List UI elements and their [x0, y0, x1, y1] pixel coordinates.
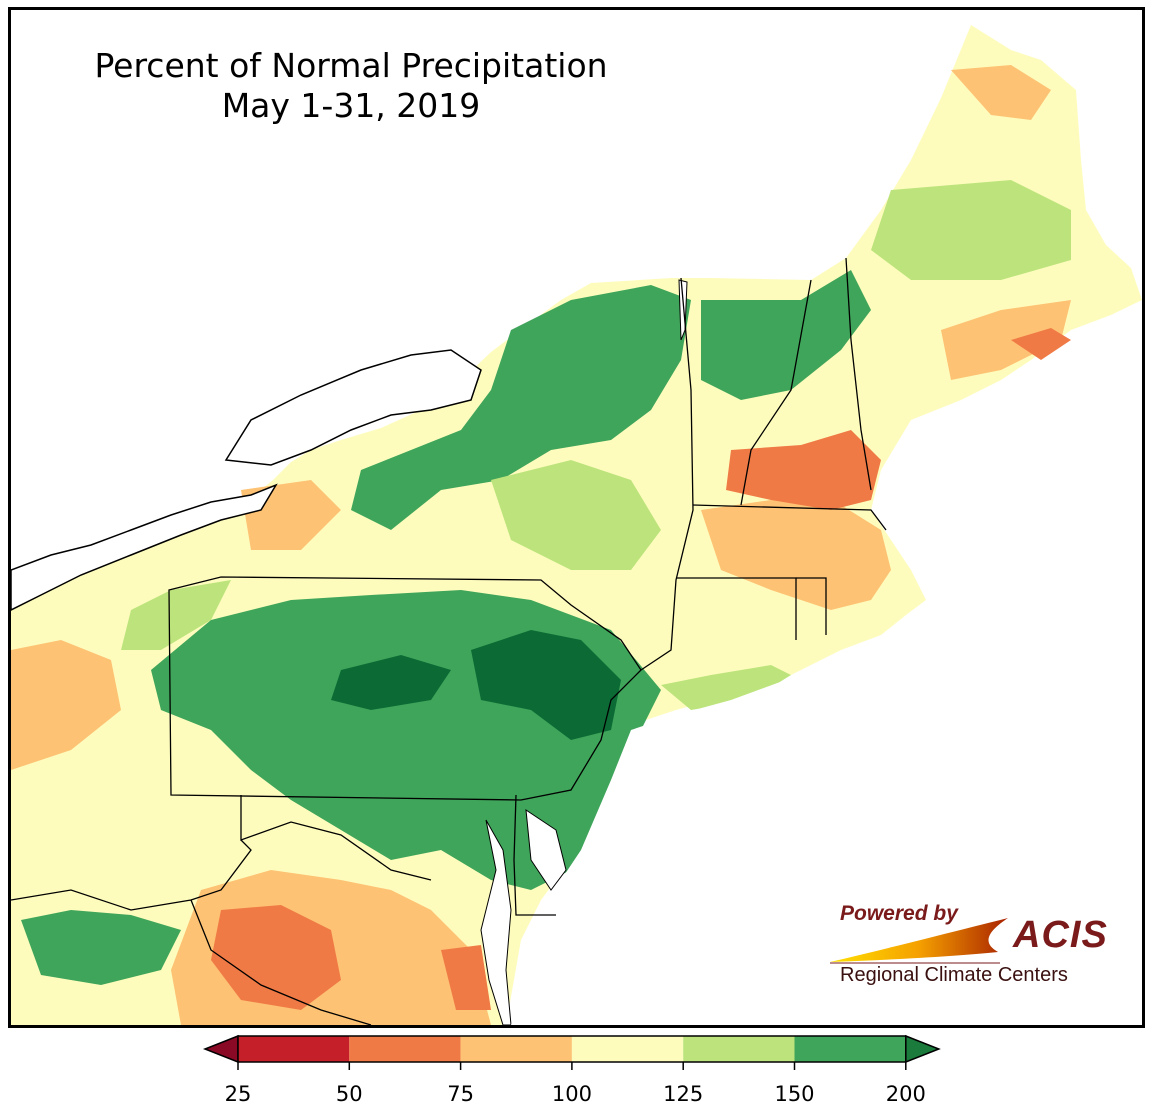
- legend-bin-75-100: [460, 1036, 572, 1062]
- rhode-island-border: [796, 577, 827, 635]
- legend-colorbar: [202, 1034, 941, 1070]
- dry-region-maine-coast: [941, 300, 1071, 380]
- logo-swoosh-icon: [830, 918, 1008, 964]
- moist-region-maine-north: [871, 180, 1071, 280]
- wet-region-virginia: [21, 910, 181, 985]
- water-bodies: [11, 279, 1142, 1025]
- legend-tick-label-25: 25: [224, 1082, 252, 1106]
- logo-acis-text: ACIS: [1013, 914, 1108, 956]
- logo-powered-by: Powered by: [840, 902, 958, 925]
- legend-tick-label-125: 125: [663, 1082, 704, 1106]
- legend-bin-125-150: [683, 1036, 795, 1062]
- legend-over-arrow: [905, 1034, 941, 1064]
- dry-region-massachusetts: [701, 500, 891, 610]
- maine-nh-border: [845, 257, 872, 491]
- virginia-border: [190, 899, 372, 1025]
- moist-region-longisland: [661, 665, 791, 710]
- atlantic-ocean: [511, 310, 1142, 1025]
- dry-region-maine-north: [951, 65, 1051, 120]
- dry-areas: [11, 65, 1071, 1025]
- moist-region-mid: [491, 460, 661, 570]
- legend-tick-label-150: 150: [774, 1082, 815, 1106]
- state-borders: [11, 257, 887, 1025]
- legend-bin-25-50: [238, 1036, 350, 1062]
- legend-tick-label-75: 75: [447, 1082, 474, 1106]
- lake-erie: [11, 483, 278, 611]
- maryland-border: [240, 795, 432, 881]
- title-line-2: May 1-31, 2019: [221, 86, 481, 125]
- chesapeake-bay: [480, 819, 512, 1025]
- logo-regional-climate-centers: Regional Climate Centers: [840, 964, 1068, 986]
- wet-region-newyork: [351, 285, 691, 530]
- legend-under-arrow: [202, 1034, 239, 1064]
- wet-region-vermont-nh: [701, 270, 871, 400]
- legend-tick-label-200: 200: [885, 1082, 926, 1106]
- acis-logo: Powered by ACIS Regional Climate Centers: [825, 900, 1115, 995]
- pennsylvania-border: [168, 576, 642, 801]
- very-dry-region-nh: [726, 430, 881, 510]
- legend-tick-label-100: 100: [551, 1082, 592, 1106]
- lake-ontario: [224, 349, 482, 466]
- legend-bin-50-75: [349, 1036, 461, 1062]
- very-dry-region-delmarva: [441, 945, 491, 1010]
- vermont-nh-border: [740, 279, 812, 506]
- title-line-1: Percent of Normal Precipitation: [94, 46, 608, 85]
- very-dry-region-maine-coast: [1011, 328, 1071, 360]
- legend-bin-150-200: [794, 1036, 906, 1062]
- map-title: Percent of Normal Precipitation May 1-31…: [51, 46, 651, 126]
- moist-region-pa-west: [121, 580, 231, 650]
- delaware-border: [513, 794, 556, 916]
- ny-new-england-border: [640, 277, 694, 671]
- very-dry-region-virginia: [211, 905, 341, 1010]
- precipitation-map: [11, 25, 1142, 1025]
- map-frame: Percent of Normal Precipitation May 1-31…: [8, 7, 1145, 1028]
- very-wet-region-pa-east: [471, 630, 621, 740]
- massachusetts-border: [692, 504, 887, 531]
- dry-region-ohio: [11, 640, 121, 770]
- delaware-bay: [525, 808, 567, 891]
- legend-tick-label-50: 50: [335, 1082, 363, 1106]
- legend-bin-100-125: [571, 1036, 684, 1062]
- very-wet-region-pa-central: [331, 655, 451, 710]
